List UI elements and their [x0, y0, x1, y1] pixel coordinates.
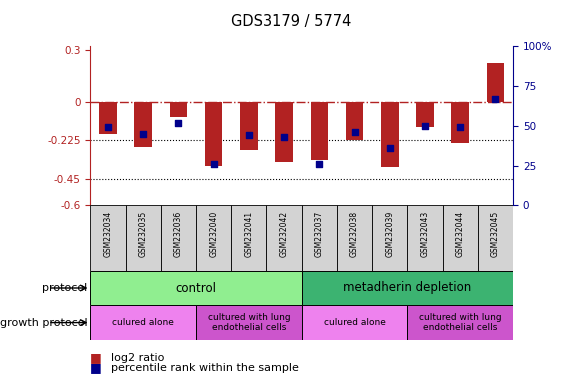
Point — [491, 96, 500, 102]
Bar — [478, 205, 513, 271]
Bar — [90, 305, 196, 340]
Text: GSM232040: GSM232040 — [209, 211, 218, 257]
Point — [139, 131, 148, 137]
Text: ■: ■ — [90, 351, 102, 364]
Text: GSM232034: GSM232034 — [103, 211, 113, 257]
Bar — [240, 101, 258, 150]
Bar — [442, 205, 478, 271]
Bar — [451, 101, 469, 143]
Bar — [196, 305, 302, 340]
Bar — [90, 205, 125, 271]
Bar — [311, 101, 328, 161]
Point — [420, 122, 430, 129]
Text: cultured with lung
endothelial cells: cultured with lung endothelial cells — [208, 313, 290, 332]
Point — [315, 161, 324, 167]
Text: GSM232039: GSM232039 — [385, 211, 394, 257]
Bar — [125, 205, 161, 271]
Point — [455, 124, 465, 131]
Bar — [346, 101, 363, 140]
Bar — [416, 101, 434, 127]
Bar — [337, 205, 372, 271]
Bar — [205, 101, 223, 166]
Bar — [161, 205, 196, 271]
Bar — [231, 205, 266, 271]
Text: GSM232042: GSM232042 — [280, 211, 289, 257]
Text: GDS3179 / 5774: GDS3179 / 5774 — [231, 13, 352, 29]
Bar — [372, 205, 408, 271]
Text: growth protocol: growth protocol — [0, 318, 87, 328]
Point — [103, 124, 113, 131]
Point — [279, 134, 289, 140]
Point — [209, 161, 218, 167]
Text: log2 ratio: log2 ratio — [111, 353, 164, 363]
Text: culured alone: culured alone — [113, 318, 174, 327]
Bar — [487, 63, 504, 101]
Text: GSM232038: GSM232038 — [350, 211, 359, 257]
Text: GSM232036: GSM232036 — [174, 211, 183, 257]
Bar — [408, 205, 442, 271]
Bar — [302, 271, 513, 305]
Point — [385, 145, 395, 151]
Text: GSM232043: GSM232043 — [420, 211, 430, 257]
Bar — [170, 101, 187, 117]
Bar — [275, 101, 293, 162]
Bar — [302, 205, 337, 271]
Text: GSM232037: GSM232037 — [315, 211, 324, 257]
Text: metadherin depletion: metadherin depletion — [343, 281, 472, 295]
Point — [350, 129, 359, 135]
Bar — [90, 271, 302, 305]
Text: percentile rank within the sample: percentile rank within the sample — [111, 363, 298, 373]
Bar — [381, 101, 399, 167]
Text: cultured with lung
endothelial cells: cultured with lung endothelial cells — [419, 313, 501, 332]
Text: GSM232044: GSM232044 — [456, 211, 465, 257]
Bar — [266, 205, 302, 271]
Bar — [408, 305, 513, 340]
Bar — [99, 101, 117, 134]
Text: GSM232045: GSM232045 — [491, 211, 500, 257]
Bar — [135, 101, 152, 147]
Text: GSM232035: GSM232035 — [139, 211, 147, 257]
Bar — [196, 205, 231, 271]
Point — [244, 132, 254, 138]
Text: control: control — [175, 281, 216, 295]
Point — [174, 119, 183, 126]
Text: ■: ■ — [90, 361, 102, 374]
Bar — [302, 305, 408, 340]
Text: protocol: protocol — [42, 283, 87, 293]
Text: GSM232041: GSM232041 — [244, 211, 254, 257]
Text: culured alone: culured alone — [324, 318, 385, 327]
